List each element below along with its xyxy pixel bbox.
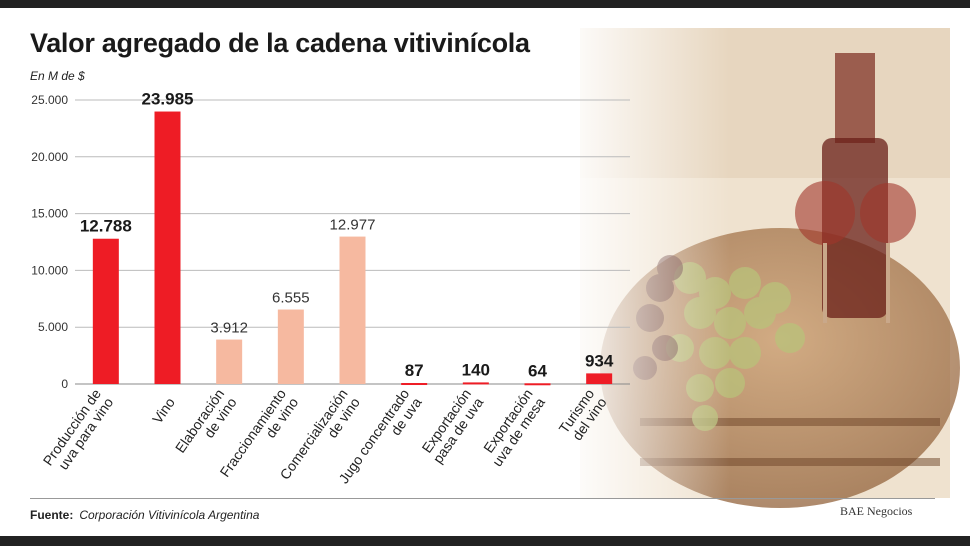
data-label: 3.912	[210, 320, 248, 337]
bar	[401, 383, 428, 386]
wine-barrel-background-image	[560, 28, 960, 508]
y-tick-label: 0	[61, 377, 68, 391]
chart-title: Valor agregado de la cadena vitivinícola	[30, 28, 530, 58]
data-label: 12.977	[330, 217, 376, 234]
data-label: 23.985	[142, 90, 194, 109]
y-tick-label: 20.000	[31, 150, 68, 164]
data-label: 6.555	[272, 290, 310, 307]
source-label: Fuente:	[30, 508, 74, 522]
y-tick-label: 25.000	[31, 93, 68, 107]
bar	[277, 309, 304, 384]
source-note: Fuente: Corporación Vitivinícola Argentin…	[30, 508, 259, 522]
data-label: 64	[528, 361, 547, 380]
bar	[524, 383, 551, 386]
y-axis-unit-label: En M de $	[30, 69, 85, 83]
y-tick-label: 15.000	[31, 207, 68, 221]
x-category-label: Exportaciónuva de mesa	[477, 386, 548, 470]
bar	[339, 236, 366, 384]
source-text: Corporación Vitivinícola Argentina	[79, 508, 260, 522]
x-category-label: Turismodel vino	[556, 386, 610, 445]
y-tick-label: 10.000	[31, 263, 68, 277]
bar	[92, 238, 119, 384]
x-category-label-line: Vino	[149, 394, 178, 426]
bar	[154, 111, 181, 385]
x-category-label: Exportaciónpasa de uva	[417, 386, 486, 466]
y-tick-label: 5.000	[38, 320, 68, 334]
data-label: 12.788	[80, 217, 132, 236]
x-category-label: Producción deuva para vino	[40, 386, 117, 477]
chart-frame: 0 5.000 10.000 15.000 20.000 25.000 12.788 Prod…	[0, 8, 970, 536]
data-label: 934	[585, 351, 614, 370]
bar	[586, 373, 613, 384]
bar-chart: 0 5.000 10.000 15.000 20.000 25.000 12.788 Prod…	[31, 90, 630, 486]
x-category-label: Vino	[149, 394, 178, 426]
bar	[462, 382, 489, 385]
bar	[216, 339, 243, 384]
data-label: 140	[462, 360, 490, 379]
data-label: 87	[405, 361, 424, 380]
publisher-credit: BAE Negocios	[840, 504, 913, 518]
footer-divider	[30, 498, 935, 499]
